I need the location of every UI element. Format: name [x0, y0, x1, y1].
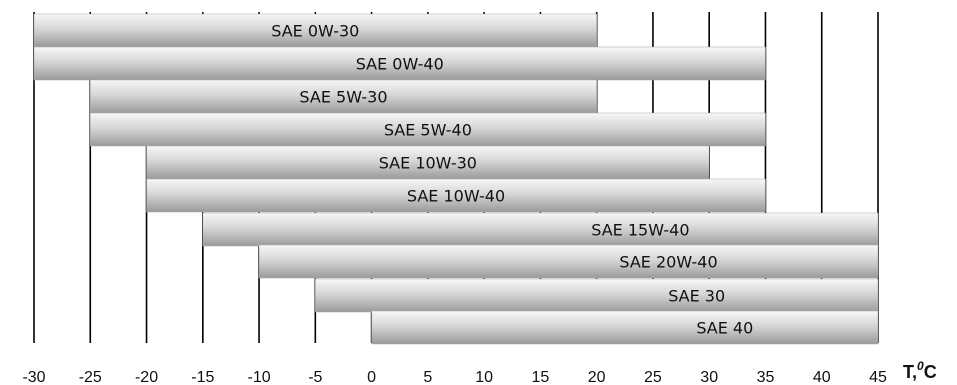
x-tick-label-10: 20 [588, 369, 606, 385]
x-tick-label-5: -5 [308, 369, 322, 385]
x-tick-label-1: -25 [79, 369, 102, 385]
bar-label-1: SAE 0W-40 [356, 55, 444, 74]
bar-label-5: SAE 10W-40 [407, 187, 505, 206]
bar-8 [315, 278, 879, 313]
bar-3 [90, 112, 766, 147]
x-tick-label-0: -30 [22, 369, 45, 385]
x-tick-label-15: 45 [869, 369, 887, 385]
bar-labels: SAE 0W-30 SAE 0W-40 SAE 5W-30 SAE 5W-40 SAE … [271, 22, 753, 338]
bar-6 [202, 212, 879, 247]
bar-label-8: SAE 30 [668, 287, 725, 306]
bar-5 [146, 178, 766, 213]
bar-label-0: SAE 0W-30 [271, 22, 359, 41]
bar-label-9: SAE 40 [696, 319, 753, 338]
bars [33, 13, 879, 345]
x-tick-label-13: 35 [757, 369, 775, 385]
x-tick-label-9: 15 [532, 369, 550, 385]
x-axis-label: T,0C [903, 359, 937, 382]
bar-0 [33, 13, 597, 48]
bar-label-3: SAE 5W-40 [384, 121, 472, 140]
bar-label-7: SAE 20W-40 [619, 253, 717, 272]
x-tick-label-2: -20 [135, 369, 158, 385]
bar-9 [371, 310, 879, 345]
x-tick-label-14: 40 [813, 369, 831, 385]
x-axis-label-unit: C [924, 362, 937, 382]
x-tick-label-6: 0 [367, 369, 376, 385]
x-tick-label-4: -10 [248, 369, 271, 385]
x-tick-label-11: 25 [644, 369, 662, 385]
x-tick-label-7: 5 [423, 369, 432, 385]
x-tick-labels: -30 -25 -20 -15 -10 -5 0 5 10 15 20 25 30 35 40 45 [22, 369, 887, 385]
bar-4 [146, 145, 710, 180]
x-axis-label-main: T, [903, 362, 917, 382]
bar-7 [258, 244, 879, 279]
bar-label-2: SAE 5W-30 [299, 88, 387, 107]
x-tick-label-12: 30 [700, 369, 718, 385]
x-tick-label-8: 10 [475, 369, 493, 385]
x-tick-label-3: -15 [191, 369, 214, 385]
x-axis-label-sup: 0 [917, 359, 924, 373]
bar-label-4: SAE 10W-30 [379, 154, 477, 173]
bar-label-6: SAE 15W-40 [591, 221, 689, 240]
